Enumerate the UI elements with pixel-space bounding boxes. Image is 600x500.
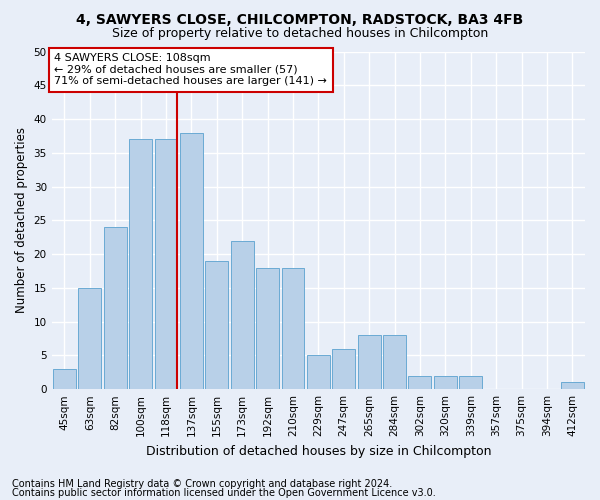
Bar [53,369,76,389]
Text: 4 SAWYERS CLOSE: 108sqm
← 29% of detached houses are smaller (57)
71% of semi-de: 4 SAWYERS CLOSE: 108sqm ← 29% of detache… [55,53,327,86]
Bar [358,335,380,389]
Text: Contains public sector information licensed under the Open Government Licence v3: Contains public sector information licen… [12,488,436,498]
Bar [256,268,279,389]
Y-axis label: Number of detached properties: Number of detached properties [15,128,28,314]
Bar [307,356,330,389]
Bar [459,376,482,389]
Bar [332,348,355,389]
Bar [434,376,457,389]
Bar [104,227,127,389]
Text: Contains HM Land Registry data © Crown copyright and database right 2024.: Contains HM Land Registry data © Crown c… [12,479,392,489]
Bar [383,335,406,389]
Bar [155,140,178,389]
Text: 4, SAWYERS CLOSE, CHILCOMPTON, RADSTOCK, BA3 4FB: 4, SAWYERS CLOSE, CHILCOMPTON, RADSTOCK,… [76,12,524,26]
Bar [409,376,431,389]
Text: Size of property relative to detached houses in Chilcompton: Size of property relative to detached ho… [112,28,488,40]
Bar [205,261,228,389]
Bar [231,240,254,389]
Bar [281,268,304,389]
X-axis label: Distribution of detached houses by size in Chilcompton: Distribution of detached houses by size … [146,444,491,458]
Bar [180,132,203,389]
Bar [79,288,101,389]
Bar [129,140,152,389]
Bar [561,382,584,389]
